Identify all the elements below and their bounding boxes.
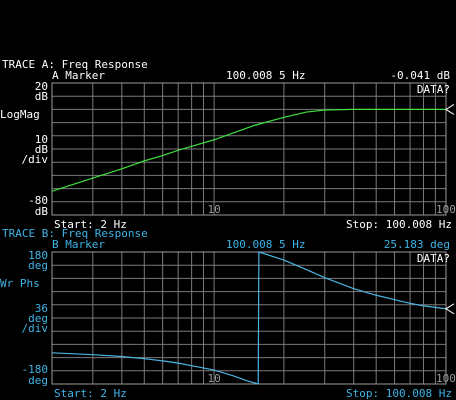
- per-div-label: /div: [22, 153, 49, 166]
- x-tick-label: 10: [207, 372, 220, 385]
- marker: [445, 303, 455, 315]
- marker-value: 25.183 deg: [384, 238, 450, 251]
- plot-frame: [51, 251, 447, 385]
- marker: [445, 104, 455, 115]
- unit-label: deg: [28, 259, 48, 272]
- format-label: LogMag: [0, 108, 40, 121]
- trace-header: TRACE A: Freq Response: [2, 58, 148, 71]
- per-div-label: /div: [22, 322, 49, 335]
- unit-label: deg: [28, 374, 48, 387]
- trace-header: TRACE B: Freq Response: [2, 227, 148, 240]
- marker-label: A Marker: [52, 69, 105, 82]
- scale-label: 36: [35, 302, 48, 315]
- unit-label: deg: [28, 312, 48, 325]
- status-label: DATA?: [417, 252, 450, 265]
- unit-label: dB: [35, 90, 49, 103]
- trace-line: [51, 108, 447, 192]
- y-min-label: -80: [28, 194, 48, 207]
- format-label: Wr Phs: [0, 277, 40, 290]
- stop-label: Stop: 100.008 Hz: [346, 218, 452, 231]
- x-tick-label: 10: [207, 203, 220, 216]
- unit-label: dB: [35, 205, 49, 218]
- stop-label: Stop: 100.008 Hz: [346, 387, 452, 400]
- plot-frame: [51, 82, 447, 216]
- unit-label: dB: [35, 143, 49, 156]
- y-max-label: 20: [35, 80, 48, 93]
- x-tick-label: 100: [436, 203, 456, 216]
- marker-label: B Marker: [52, 238, 105, 251]
- start-label: Start: 2 Hz: [54, 387, 127, 400]
- y-max-label: 180: [28, 249, 48, 262]
- marker-frequency: 100.008 5 Hz: [226, 69, 305, 82]
- x-tick-label: 100: [436, 372, 456, 385]
- status-label: DATA?: [417, 83, 450, 96]
- marker-frequency: 100.008 5 Hz: [226, 238, 305, 251]
- scale-label: 10: [35, 133, 48, 146]
- y-min-label: -180: [22, 363, 49, 376]
- start-label: Start: 2 Hz: [54, 218, 127, 231]
- marker-value: -0.041 dB: [390, 69, 450, 82]
- trace-line: [51, 251, 447, 385]
